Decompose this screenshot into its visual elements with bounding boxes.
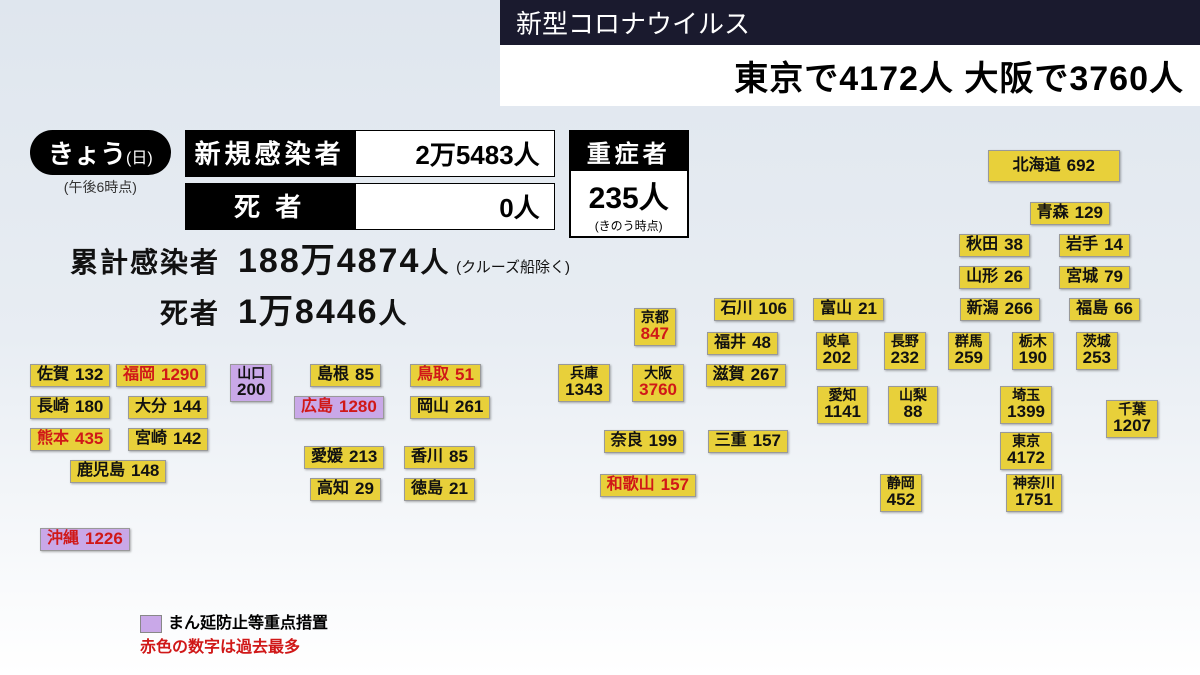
pref-nara: 奈良199 — [604, 430, 684, 453]
legend-measures: まん延防止等重点措置 — [168, 615, 328, 632]
pref-niigata: 新潟266 — [960, 298, 1040, 321]
pref-kyoto: 京都847 — [634, 308, 676, 346]
pref-aomori: 青森129 — [1030, 202, 1110, 225]
pref-shimane: 島根85 — [310, 364, 381, 387]
pref-wakayama: 和歌山157 — [600, 474, 696, 497]
pref-aichi: 愛知1141 — [817, 386, 868, 424]
pref-okinawa: 沖縄1226 — [40, 528, 130, 551]
pref-tokyo: 東京4172 — [1000, 432, 1052, 470]
pref-yamagata: 山形26 — [959, 266, 1030, 289]
pref-mie: 三重157 — [708, 430, 788, 453]
headline-banner: 新型コロナウイルス 東京で4172人 大阪で3760人 — [500, 0, 1200, 106]
legend: まん延防止等重点措置 赤色の数字は過去最多 — [140, 609, 328, 657]
legend-swatch-icon — [140, 615, 162, 633]
headline-topic: 新型コロナウイルス — [500, 0, 1200, 45]
pref-fukushima: 福島66 — [1069, 298, 1140, 321]
pref-oita: 大分144 — [128, 396, 208, 419]
pref-shizuoka: 静岡452 — [880, 474, 922, 512]
pref-tottori: 鳥取51 — [410, 364, 481, 387]
pref-osaka: 大阪3760 — [632, 364, 684, 402]
pref-ishikawa: 石川106 — [714, 298, 794, 321]
pref-toyama: 富山21 — [813, 298, 884, 321]
pref-hokkaido: 北海道692 — [988, 150, 1120, 182]
pref-tochigi: 栃木190 — [1012, 332, 1054, 370]
pref-yamanashi: 山梨88 — [888, 386, 938, 424]
pref-kanagawa: 神奈川1751 — [1006, 474, 1062, 512]
pref-okayama: 岡山261 — [410, 396, 490, 419]
prefecture-map: 北海道692 青森129 秋田38 岩手14 山形26 宮城79 新潟266 福… — [0, 130, 1200, 675]
legend-red-note: 赤色の数字は過去最多 — [140, 633, 328, 657]
pref-kagoshima: 鹿児島148 — [70, 460, 166, 483]
pref-tokushima: 徳島21 — [404, 478, 475, 501]
pref-kumamoto: 熊本435 — [30, 428, 110, 451]
pref-miyagi: 宮城79 — [1059, 266, 1130, 289]
pref-kochi: 高知29 — [310, 478, 381, 501]
pref-saitama: 埼玉1399 — [1000, 386, 1052, 424]
headline-main: 東京で4172人 大阪で3760人 — [500, 45, 1200, 106]
pref-fukuoka: 福岡1290 — [116, 364, 206, 387]
pref-chiba: 千葉1207 — [1106, 400, 1158, 438]
pref-nagano: 長野232 — [884, 332, 926, 370]
pref-shiga: 滋賀267 — [706, 364, 786, 387]
pref-yamaguchi: 山口200 — [230, 364, 272, 402]
pref-ehime: 愛媛213 — [304, 446, 384, 469]
pref-ibaraki: 茨城253 — [1076, 332, 1118, 370]
pref-iwate: 岩手14 — [1059, 234, 1130, 257]
pref-gunma: 群馬259 — [948, 332, 990, 370]
pref-akita: 秋田38 — [959, 234, 1030, 257]
pref-nagasaki: 長崎180 — [30, 396, 110, 419]
pref-hyogo: 兵庫1343 — [558, 364, 610, 402]
pref-miyazaki: 宮崎142 — [128, 428, 208, 451]
pref-hiroshima: 広島1280 — [294, 396, 384, 419]
pref-fukui: 福井48 — [707, 332, 778, 355]
pref-saga: 佐賀132 — [30, 364, 110, 387]
pref-kagawa: 香川85 — [404, 446, 475, 469]
pref-gifu: 岐阜202 — [816, 332, 858, 370]
